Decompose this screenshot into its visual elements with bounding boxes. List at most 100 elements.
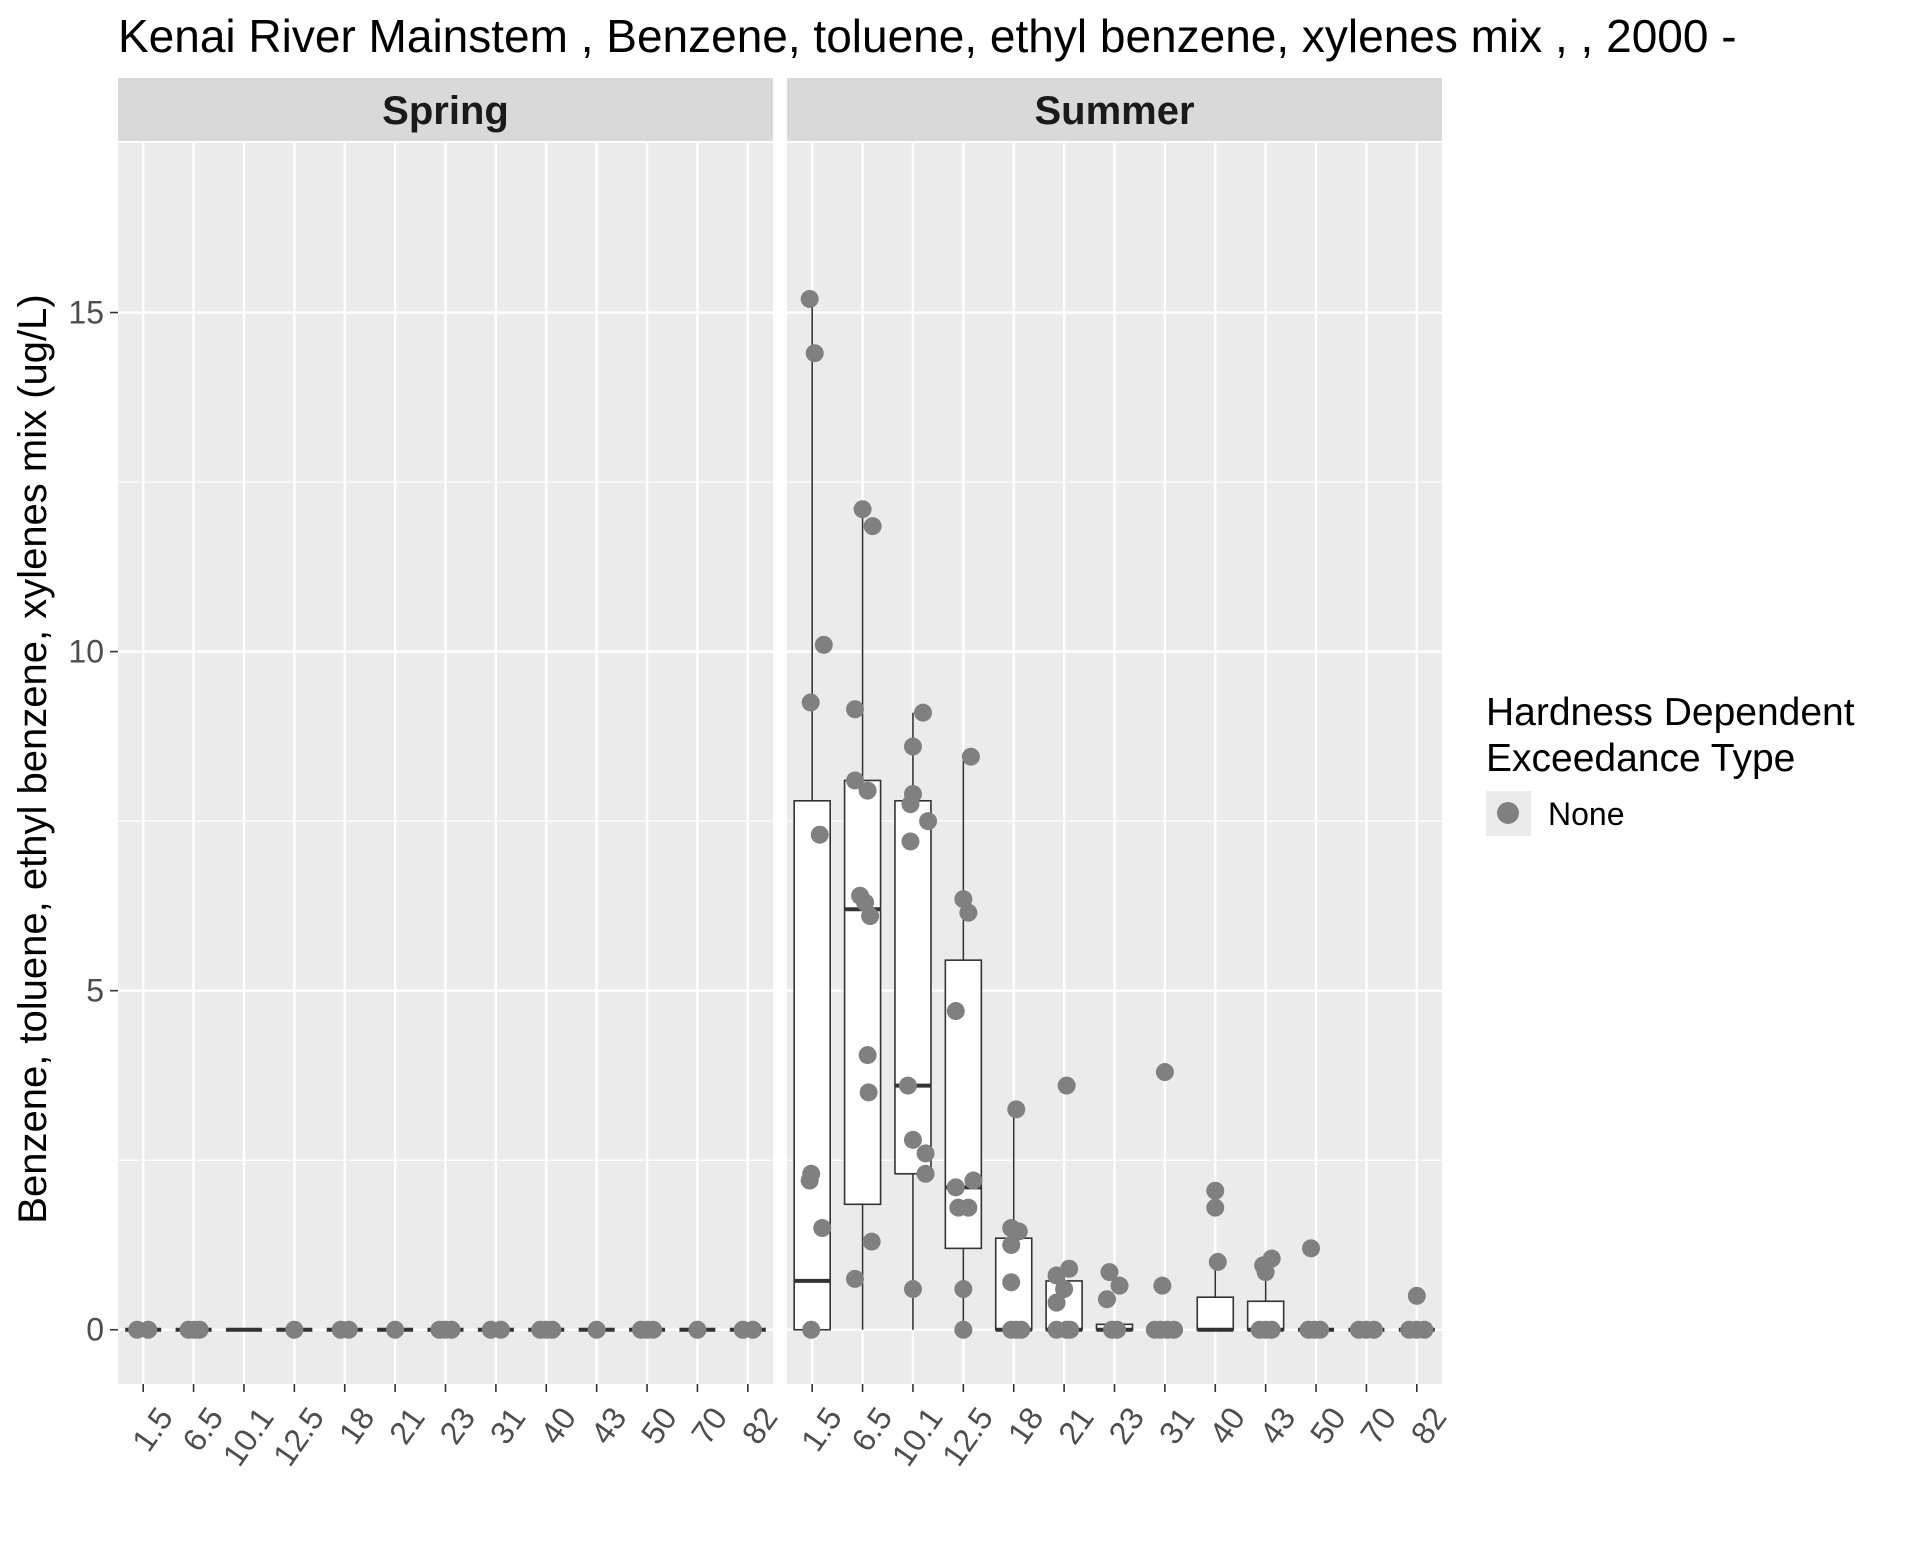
x-tick-label: 50 — [634, 1401, 684, 1451]
data-point — [800, 289, 819, 308]
data-point — [814, 635, 833, 654]
box-body — [894, 799, 932, 1175]
data-point — [1097, 1290, 1116, 1309]
data-point — [903, 1130, 922, 1149]
x-tick-label: 31 — [1152, 1401, 1202, 1451]
data-point — [964, 1171, 983, 1190]
data-point — [901, 795, 920, 814]
data-point — [1100, 1263, 1119, 1282]
legend-key-point — [1497, 802, 1519, 824]
data-point — [800, 1171, 819, 1190]
x-tick-label: 1.5 — [794, 1401, 849, 1458]
box-1.5 — [793, 298, 831, 1331]
data-point — [959, 1198, 978, 1217]
data-point — [1110, 1276, 1129, 1295]
x-tick-label: 82 — [735, 1401, 785, 1451]
x-tick-label: 31 — [483, 1401, 533, 1451]
y-axis: 0 5 10 15 — [68, 295, 118, 1348]
data-point — [339, 1320, 358, 1339]
data-point — [946, 1178, 965, 1197]
data-point — [861, 907, 880, 926]
box-body — [793, 799, 831, 1331]
x-tick-label: 70 — [1353, 1401, 1403, 1451]
x-tick-label: 82 — [1404, 1401, 1454, 1451]
data-point — [190, 1320, 209, 1339]
data-point — [954, 1320, 973, 1339]
data-point — [846, 771, 865, 790]
chart-title: Kenai River Mainstem , Benzene, toluene,… — [118, 10, 1737, 62]
data-point — [285, 1320, 304, 1339]
x-tick-label: 40 — [1202, 1401, 1252, 1451]
data-point — [858, 1046, 877, 1065]
data-point — [1108, 1320, 1127, 1339]
x-tick-label: 10.1 — [884, 1401, 949, 1473]
data-point — [1415, 1320, 1434, 1339]
data-point — [1057, 1076, 1076, 1095]
data-point — [587, 1320, 606, 1339]
x-tick-label: 12.5 — [266, 1401, 331, 1473]
facet-strip — [787, 78, 1442, 141]
data-point — [862, 1232, 881, 1251]
x-tick-label: 43 — [1252, 1401, 1302, 1451]
data-point — [139, 1320, 158, 1339]
data-point — [903, 1280, 922, 1299]
facet-strip-label: Spring — [382, 89, 509, 133]
data-point — [543, 1320, 562, 1339]
data-point — [846, 1269, 865, 1288]
data-point — [386, 1320, 405, 1339]
x-tick-label: 43 — [583, 1401, 633, 1451]
data-point — [805, 344, 824, 363]
box-body — [1196, 1296, 1235, 1331]
data-point — [1164, 1320, 1183, 1339]
data-point — [1002, 1235, 1021, 1254]
data-point — [858, 781, 877, 800]
data-point — [1364, 1320, 1383, 1339]
data-point — [846, 700, 865, 719]
data-point — [916, 1144, 935, 1163]
data-point — [946, 1002, 965, 1021]
data-point — [1206, 1198, 1225, 1217]
x-tick-label: 12.5 — [935, 1401, 1000, 1473]
data-point — [898, 1076, 917, 1095]
data-point — [1002, 1273, 1021, 1292]
y-tick-label: 15 — [68, 295, 104, 331]
x-tick-label: 18 — [1001, 1401, 1051, 1451]
data-point — [1012, 1320, 1031, 1339]
y-tick-label: 10 — [68, 634, 104, 670]
data-point — [1256, 1263, 1275, 1282]
legend-title-line: Hardness Dependent — [1486, 691, 1855, 734]
y-axis-title: Benzene, toluene, ethyl benzene, xylenes… — [11, 294, 55, 1223]
facet-strip — [118, 78, 773, 141]
data-point — [959, 903, 978, 922]
data-point — [853, 500, 872, 519]
x-tick-label: 21 — [382, 1401, 432, 1451]
data-point — [1009, 1222, 1028, 1241]
data-point — [914, 703, 933, 722]
data-point — [491, 1320, 510, 1339]
y-tick-label: 5 — [86, 973, 104, 1009]
legend-title-line: Exceedance Type — [1486, 737, 1795, 780]
box-body — [843, 779, 882, 1206]
x-tick-label: 10.1 — [215, 1401, 280, 1473]
data-point — [1007, 1100, 1026, 1119]
data-point — [863, 517, 882, 536]
data-point — [813, 1219, 832, 1238]
data-point — [856, 893, 875, 912]
data-point — [954, 1280, 973, 1299]
x-tick-label: 50 — [1303, 1401, 1353, 1451]
facet-strip-label: Summer — [1034, 89, 1194, 133]
data-point — [1206, 1181, 1225, 1200]
data-point — [802, 1320, 821, 1339]
data-point — [1208, 1252, 1227, 1271]
data-point — [743, 1320, 762, 1339]
x-tick-label: 23 — [432, 1401, 482, 1451]
legend-entry-label: None — [1548, 796, 1625, 832]
data-point — [1061, 1320, 1080, 1339]
y-tick-label: 0 — [86, 1312, 104, 1348]
data-point — [801, 693, 820, 712]
